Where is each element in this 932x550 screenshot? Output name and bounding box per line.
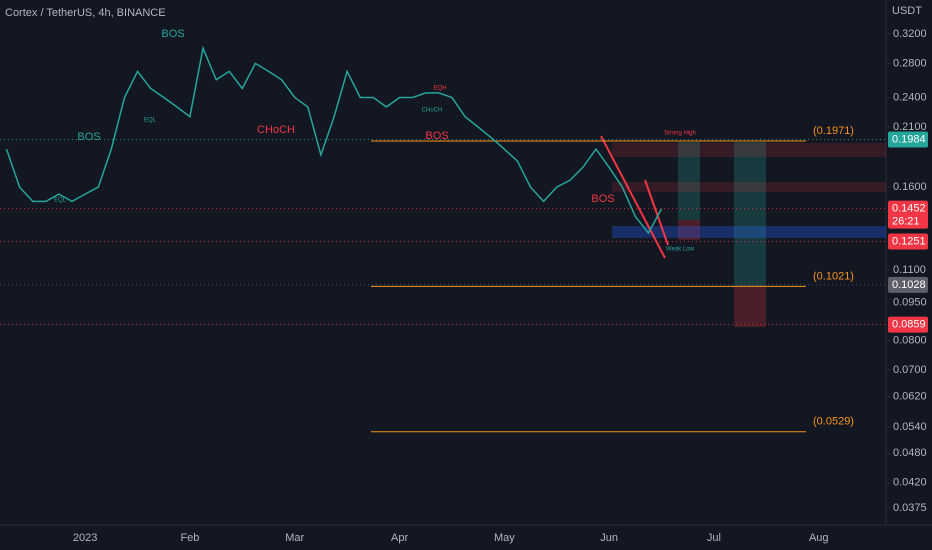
price-line — [5, 45, 663, 235]
annotation: CHoCH — [257, 124, 295, 136]
long-zone — [734, 142, 766, 287]
x-tick-label: 2023 — [73, 532, 97, 544]
price-tag: 0.1984 — [892, 133, 926, 145]
annotation: BOS — [591, 193, 614, 205]
supply-zone — [612, 182, 886, 192]
annotation: Strong High — [664, 131, 696, 137]
y-tick-label: 0.2800 — [893, 57, 927, 69]
price-tag-bg — [888, 233, 928, 250]
price-tag-bg — [888, 200, 928, 229]
stop-zone — [734, 287, 766, 327]
supply-zone — [612, 143, 886, 157]
annotation: Weak Low — [666, 247, 695, 253]
price-tag-bg — [888, 131, 928, 148]
y-tick-label: 0.0620 — [893, 391, 927, 403]
fib-label: (0.0529) — [813, 416, 854, 428]
x-tick-label: Aug — [809, 532, 829, 544]
y-tick-label: 0.0800 — [893, 334, 927, 346]
annotation: EQL — [144, 118, 157, 124]
trend-line — [600, 135, 666, 259]
annotation: EQL — [54, 198, 67, 204]
y-tick-label: 0.1100 — [893, 264, 926, 276]
x-tick-label: Jul — [707, 532, 721, 544]
y-tick-label: 0.0950 — [893, 296, 927, 308]
x-tick-label: Feb — [180, 532, 199, 544]
countdown: 26:21 — [892, 215, 920, 227]
fib-label: (0.1021) — [813, 270, 854, 282]
price-tag-bg — [888, 276, 928, 293]
x-tick-label: Jun — [600, 532, 618, 544]
price-tag: 0.0859 — [892, 319, 926, 331]
y-tick-label: 0.0540 — [893, 421, 927, 433]
annotation: BOS — [425, 130, 448, 142]
y-tick-label: 0.0700 — [893, 364, 927, 376]
annotation: BOS — [161, 28, 184, 40]
x-tick-label: May — [494, 532, 515, 544]
annotation: EQH — [433, 86, 446, 92]
unit-label: USDT — [892, 5, 922, 17]
fib-label: (0.1971) — [813, 125, 854, 137]
y-tick-label: 0.2400 — [893, 91, 927, 103]
demand-zone — [612, 226, 886, 238]
price-tag: 0.1452 — [892, 202, 926, 214]
trend-line — [644, 179, 669, 246]
y-tick-label: 0.0375 — [893, 502, 927, 514]
chart-title: Cortex / TetherUS, 4h, BINANCE — [5, 7, 166, 19]
long-zone — [678, 142, 700, 220]
y-tick-label: 0.0480 — [893, 447, 927, 459]
x-tick-label: Mar — [285, 532, 304, 544]
price-tag-bg — [888, 316, 928, 333]
y-tick-label: 0.2100 — [893, 121, 927, 133]
annotation: CHoCH — [422, 108, 443, 114]
annotation: BOS — [77, 131, 100, 143]
y-tick-label: 0.1600 — [893, 181, 927, 193]
price-tag: 0.1028 — [892, 279, 926, 291]
stop-zone — [678, 220, 700, 240]
price-tag: 0.1251 — [892, 235, 926, 247]
x-tick-label: Apr — [391, 532, 408, 544]
y-tick-label: 0.3200 — [893, 28, 927, 40]
y-tick-label: 0.0420 — [893, 477, 927, 489]
